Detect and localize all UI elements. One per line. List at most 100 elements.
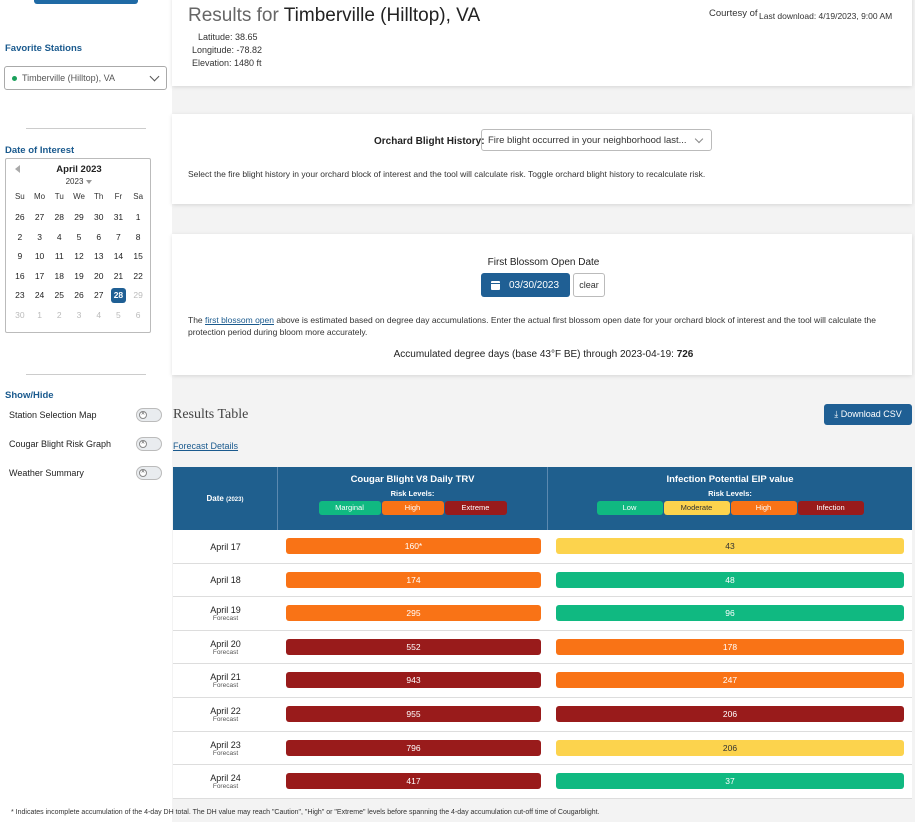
calendar-dow: Th (94, 192, 104, 201)
download-csv-label: Download CSV (840, 409, 902, 419)
orchard-history-value: Fire blight occurred in your neighborhoo… (488, 135, 687, 146)
trv-value: 796 (286, 739, 541, 756)
calendar-prev-icon[interactable] (15, 165, 20, 173)
calendar-day-number: 6 (135, 309, 141, 320)
eip-value: 247 (556, 672, 904, 689)
date-calendar: April 2023 2023 Su Mo Tu We Th Fr Sa 26 27 28 29 30… (5, 158, 151, 333)
calendar-day[interactable]: 22 (128, 267, 148, 287)
calendar-day[interactable]: 9 (10, 247, 30, 267)
table-row: April 19 Forecast 295 96 (173, 597, 912, 631)
calendar-day[interactable]: 4 (89, 306, 109, 326)
calendar-year-value: 2023 (65, 177, 84, 186)
calendar-day[interactable]: 8 (128, 228, 148, 248)
calendar-day[interactable]: 19 (69, 267, 89, 287)
favorite-station-select[interactable]: Timberville (Hilltop), VA (4, 66, 167, 90)
calendar-day[interactable]: 29 (128, 286, 148, 306)
calendar-day[interactable]: 23 (10, 286, 30, 306)
download-icon: ⤓ (834, 409, 841, 419)
calendar-day[interactable]: 12 (69, 247, 89, 267)
toggle-knob-icon: ✕ (139, 440, 147, 448)
calendar-day[interactable]: 3 (69, 306, 89, 326)
table-row: April 24 Forecast 417 37 (173, 765, 912, 799)
calendar-day-number: 10 (34, 251, 45, 261)
eip-risk-levels-label: Risk Levels: (708, 489, 752, 498)
calendar-day[interactable]: 30 (89, 208, 109, 228)
orchard-history-select[interactable]: Fire blight occurred in your neighborhoo… (481, 129, 712, 151)
top-button[interactable] (34, 0, 138, 4)
calendar-day[interactable]: 16 (10, 267, 30, 287)
first-blossom-open-link[interactable]: first blossom open (205, 315, 274, 325)
first-blossom-card (172, 234, 912, 375)
row-date-label: April 19 (210, 605, 241, 616)
calendar-day[interactable]: 7 (109, 228, 129, 248)
download-csv-button[interactable]: ⤓ Download CSV (824, 404, 912, 425)
calendar-day[interactable]: 27 (30, 208, 50, 228)
calendar-day[interactable]: 6 (128, 306, 148, 326)
toggle-row: Cougar Blight Risk Graph ✕ (9, 436, 164, 454)
calendar-day[interactable]: 5 (109, 306, 129, 326)
calendar-day[interactable]: 28 (49, 208, 69, 228)
table-row: April 23 Forecast 796 206 (173, 731, 912, 766)
toggle-switch[interactable]: ✕ (136, 437, 162, 451)
calendar-day-number: 29 (74, 212, 84, 222)
toggle-switch[interactable]: ✕ (136, 466, 162, 480)
trv-value: 295 (286, 605, 541, 622)
calendar-day-number: 15 (133, 251, 143, 261)
first-blossom-title: First Blossom Open Date (487, 257, 600, 268)
calendar-day-number: 24 (34, 290, 45, 300)
row-date: April 24 Forecast (173, 765, 278, 798)
date-header-label: Date (206, 494, 224, 503)
calendar-day[interactable]: 25 (49, 286, 69, 306)
help-text-after: above is estimated based on degree day a… (188, 315, 876, 337)
trv-value: 552 (286, 638, 541, 655)
calendar-day-number: 29 (133, 290, 143, 300)
calendar-day-number: 27 (93, 290, 104, 300)
calendar-day-number: 31 (113, 212, 124, 222)
calendar-day[interactable]: 2 (49, 306, 69, 326)
chevron-down-icon (694, 134, 704, 144)
calendar-day[interactable]: 13 (89, 247, 109, 267)
trv-risk-legend: Marginal High Extreme (278, 501, 547, 515)
calendar-day[interactable]: 1 (30, 306, 50, 326)
calendar-day[interactable]: 26 (10, 208, 30, 228)
calendar-day[interactable]: 29 (69, 208, 89, 228)
calendar-day[interactable]: 26 (69, 286, 89, 306)
calendar-day-number: 2 (17, 231, 23, 242)
calendar-day[interactable]: 5 (69, 228, 89, 248)
calendar-day-number: 5 (116, 309, 121, 320)
calendar-day[interactable]: 11 (49, 247, 69, 267)
calendar-day[interactable]: 14 (109, 247, 129, 267)
forecast-details-link[interactable]: Forecast Details (173, 441, 239, 451)
calendar-day[interactable]: 18 (49, 267, 69, 287)
trv-value: 417 (286, 773, 541, 790)
calendar-day[interactable]: 10 (30, 247, 50, 267)
show-hide-heading: Show/Hide (5, 390, 54, 401)
calendar-day[interactable]: 1 (128, 208, 148, 228)
results-for-prefix: Results for (188, 5, 279, 26)
calendar-year-select[interactable]: 2023 (6, 177, 152, 186)
calendar-day[interactable]: 2 (10, 228, 30, 248)
calendar-day-selected[interactable]: 28 (109, 286, 129, 306)
calendar-dow: Tu (54, 192, 64, 201)
calendar-day[interactable]: 30 (10, 306, 30, 326)
toggle-switch[interactable]: ✕ (136, 408, 162, 422)
table-row: April 20 Forecast 552 178 (173, 630, 912, 665)
calendar-day[interactable]: 15 (128, 247, 148, 267)
date-column-header: Date (2023) (173, 467, 278, 530)
calendar-day[interactable]: 6 (89, 228, 109, 248)
calendar-day[interactable]: 31 (109, 208, 129, 228)
risk-level-pill: Infection (797, 501, 864, 515)
calendar-day[interactable]: 20 (89, 267, 109, 287)
calendar-day[interactable]: 24 (30, 286, 50, 306)
calendar-day[interactable]: 4 (49, 228, 69, 248)
calendar-day[interactable]: 17 (30, 267, 50, 287)
blossom-date-button[interactable]: 03/30/2023 (481, 273, 570, 297)
toggle-label: Cougar Blight Risk Graph (9, 439, 112, 449)
calendar-day-number: 17 (34, 270, 45, 281)
calendar-day[interactable]: 27 (89, 286, 109, 306)
calendar-day[interactable]: 21 (109, 267, 129, 287)
clear-date-button[interactable]: clear (573, 273, 605, 297)
calendar-day[interactable]: 3 (30, 228, 50, 248)
trv-value: 955 (286, 705, 541, 722)
